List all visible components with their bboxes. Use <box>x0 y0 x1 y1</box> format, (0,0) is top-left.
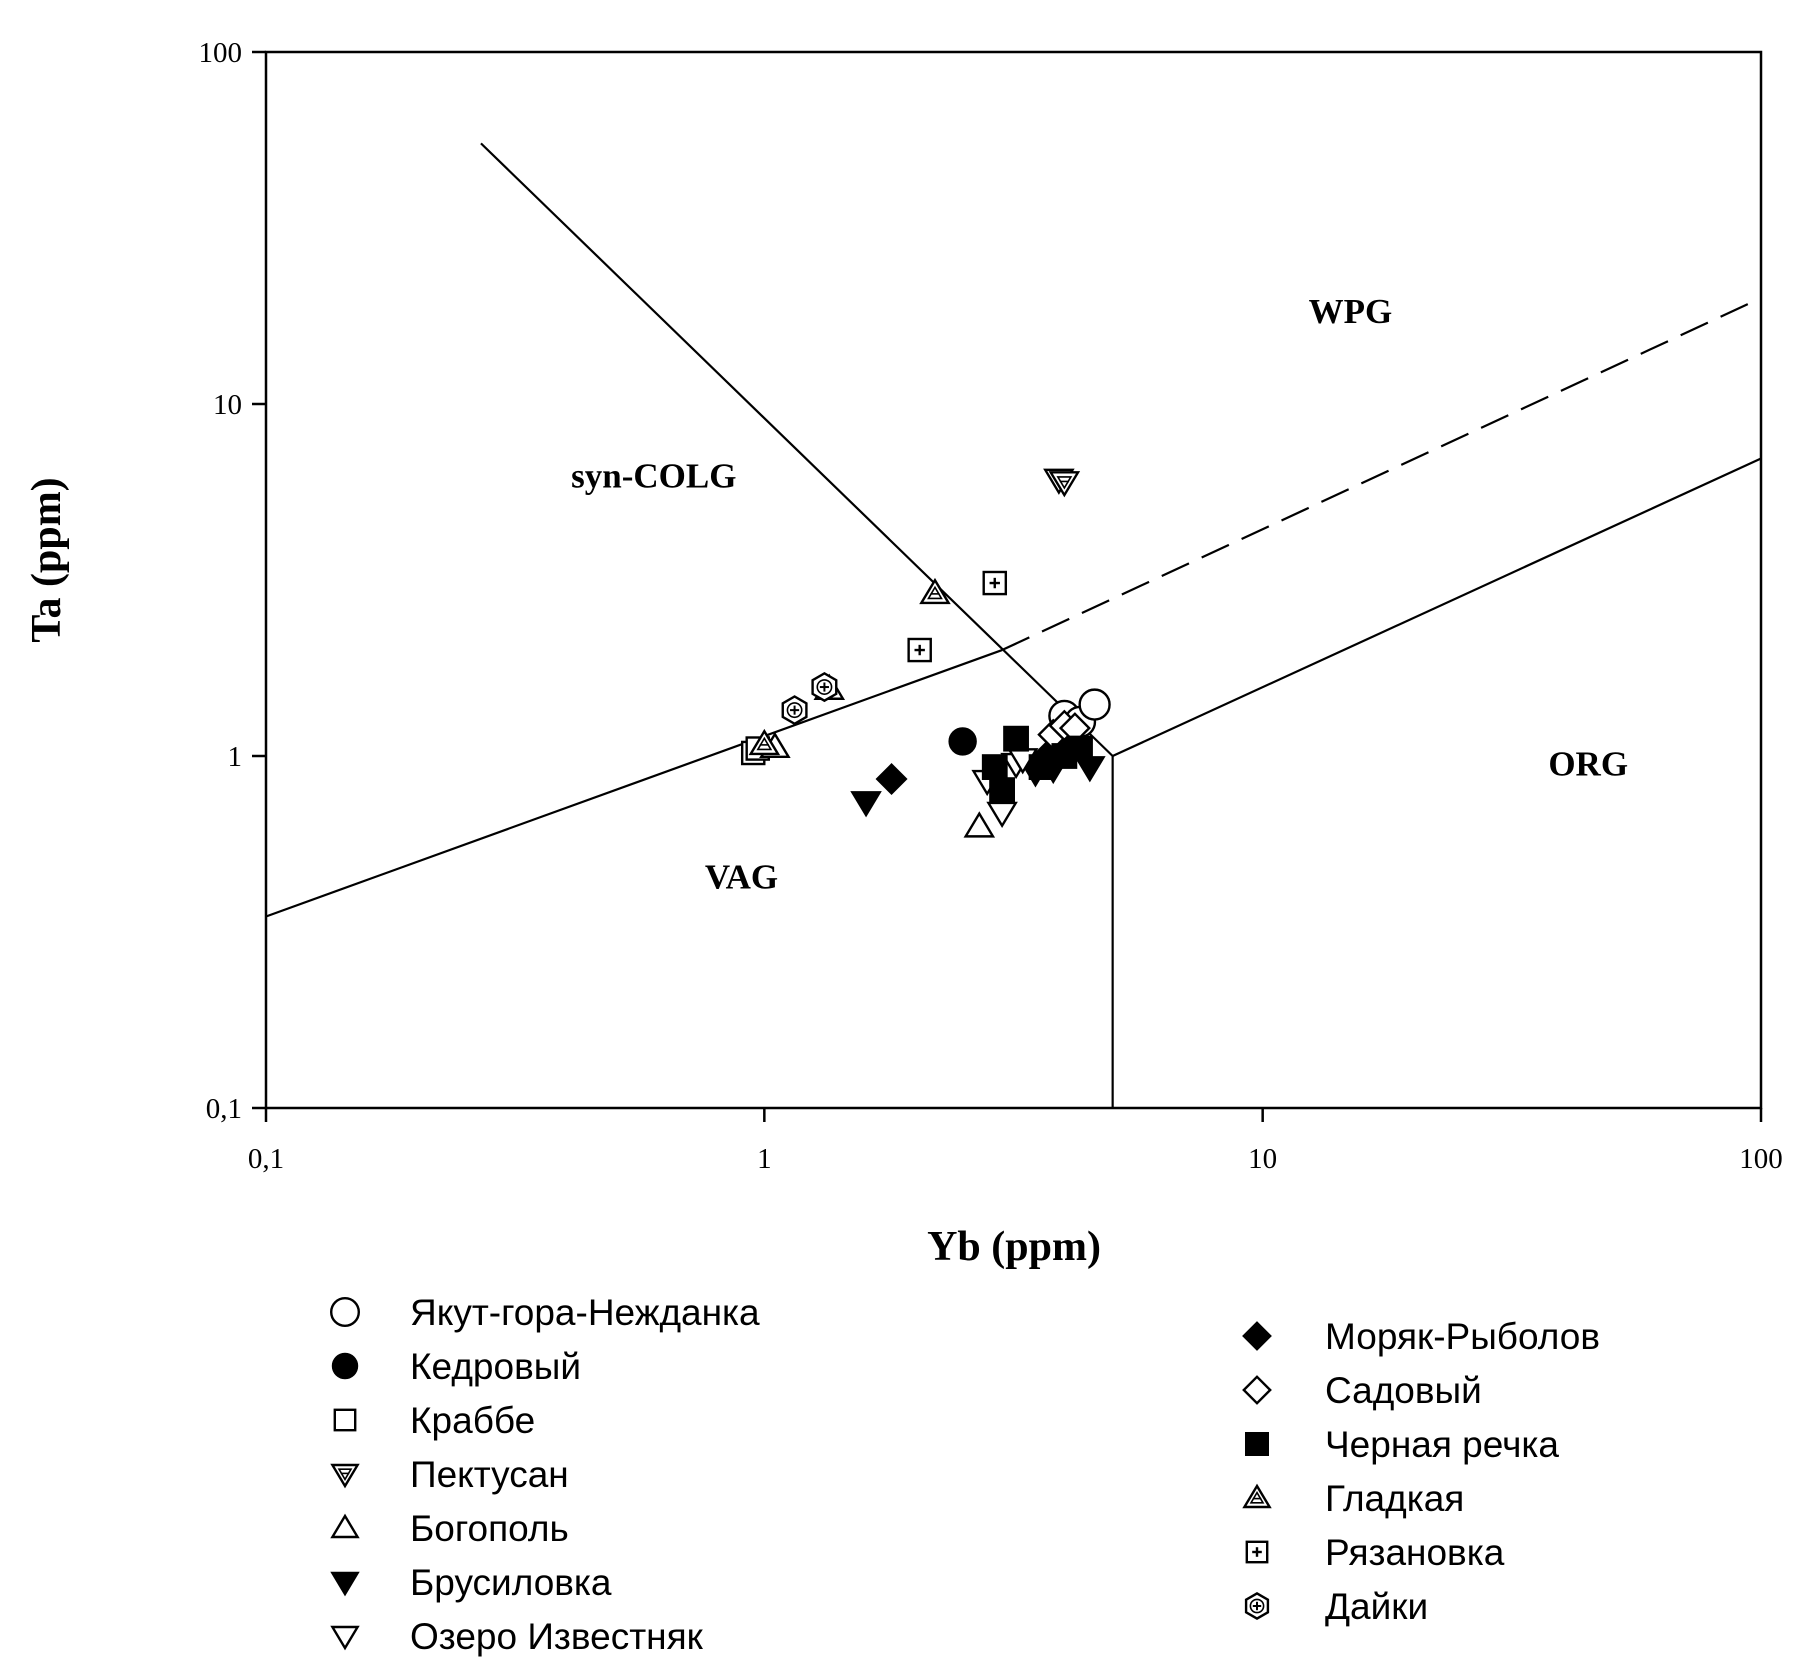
data-point <box>1003 725 1029 752</box>
data-point <box>1078 688 1111 721</box>
legend-item: Богополь <box>330 1508 569 1549</box>
legend-marker <box>1244 1431 1269 1456</box>
legend-item: Брусиловка <box>330 1562 612 1603</box>
legend-item: Моряк-Рыболов <box>1242 1316 1600 1357</box>
legend-label: Краббе <box>410 1400 535 1441</box>
x-tick-label: 0,1 <box>248 1143 284 1175</box>
legend-item: Озеро Известняк <box>330 1616 704 1657</box>
legend: Якут-гора-Нежданка Кедровый Краббе Пектусан… <box>330 1292 1600 1657</box>
legend-label: Якут-гора-Нежданка <box>410 1292 760 1333</box>
legend-marker <box>330 1513 360 1539</box>
data-point <box>1067 735 1093 762</box>
legend-item: Пектусан <box>330 1454 569 1495</box>
boundary-line <box>1112 457 1762 757</box>
legend-marker <box>330 1625 360 1651</box>
legend-item: Гладкая <box>1242 1478 1464 1519</box>
region-label: VAG <box>705 858 778 897</box>
data-point <box>811 672 838 703</box>
data-point <box>986 801 1018 829</box>
legend-item: Дайки <box>1244 1586 1428 1627</box>
legend-marker <box>1244 1592 1270 1620</box>
legend-item: Черная речка <box>1244 1424 1559 1465</box>
x-axis-title: Yb (ppm) <box>927 1224 1101 1270</box>
legend-label: Моряк-Рыболов <box>1325 1316 1600 1357</box>
legend-marker <box>333 1408 357 1432</box>
data-point <box>989 777 1015 804</box>
data-point <box>748 728 781 756</box>
legend-item: Краббе <box>333 1400 535 1441</box>
legend-label: Кедровый <box>410 1346 581 1387</box>
data-point <box>907 637 932 663</box>
data-point <box>1028 754 1055 780</box>
legend-label: Рязановка <box>1325 1532 1505 1573</box>
legend-marker <box>1242 1375 1272 1405</box>
y-tick-label: 10 <box>213 389 242 421</box>
data-point <box>982 570 1008 596</box>
data-point <box>948 727 977 756</box>
legend-item: Садовый <box>1242 1370 1482 1411</box>
legend-item: Якут-гора-Нежданка <box>330 1292 760 1333</box>
plot-area <box>264 50 1763 1110</box>
legend-item: Рязановка <box>1245 1532 1505 1573</box>
y-tick-label: 0,1 <box>206 1093 242 1125</box>
legend-label: Черная речка <box>1325 1424 1559 1465</box>
boundary-line <box>480 142 1114 757</box>
region-label: ORG <box>1548 745 1628 784</box>
data-point <box>875 763 908 796</box>
data-point <box>781 695 808 726</box>
data-point <box>963 811 996 838</box>
boundary-line <box>265 649 1003 918</box>
legend-label: Пектусан <box>410 1454 569 1495</box>
legend-marker <box>1242 1483 1272 1509</box>
legend-item: Кедровый <box>331 1346 581 1387</box>
y-tick-label: 100 <box>199 37 243 69</box>
legend-marker <box>1242 1321 1272 1351</box>
legend-marker <box>330 1463 360 1489</box>
data-point <box>850 791 882 818</box>
y-tick-label: 1 <box>228 741 243 773</box>
legend-marker <box>330 1571 360 1597</box>
region-label: WPG <box>1309 292 1393 331</box>
x-tick-label: 100 <box>1739 1143 1783 1175</box>
legend-label: Богополь <box>410 1508 569 1549</box>
legend-label: Озеро Известняк <box>410 1616 704 1657</box>
x-tick-label: 1 <box>757 1143 772 1175</box>
x-tick-label: 10 <box>1248 1143 1277 1175</box>
region-label: syn-COLG <box>571 456 736 495</box>
y-axis-title: Ta (ppm) <box>24 477 70 642</box>
legend-label: Дайки <box>1325 1586 1428 1627</box>
legend-label: Гладкая <box>1325 1478 1464 1519</box>
boundary-line <box>1001 297 1762 652</box>
data-point <box>981 754 1008 780</box>
legend-label: Садовый <box>1325 1370 1482 1411</box>
legend-marker <box>1245 1540 1269 1564</box>
legend-label: Брусиловка <box>410 1562 612 1603</box>
data-point <box>919 577 951 605</box>
legend-marker <box>330 1296 361 1327</box>
legend-marker <box>331 1352 359 1380</box>
data-point <box>1048 471 1081 498</box>
